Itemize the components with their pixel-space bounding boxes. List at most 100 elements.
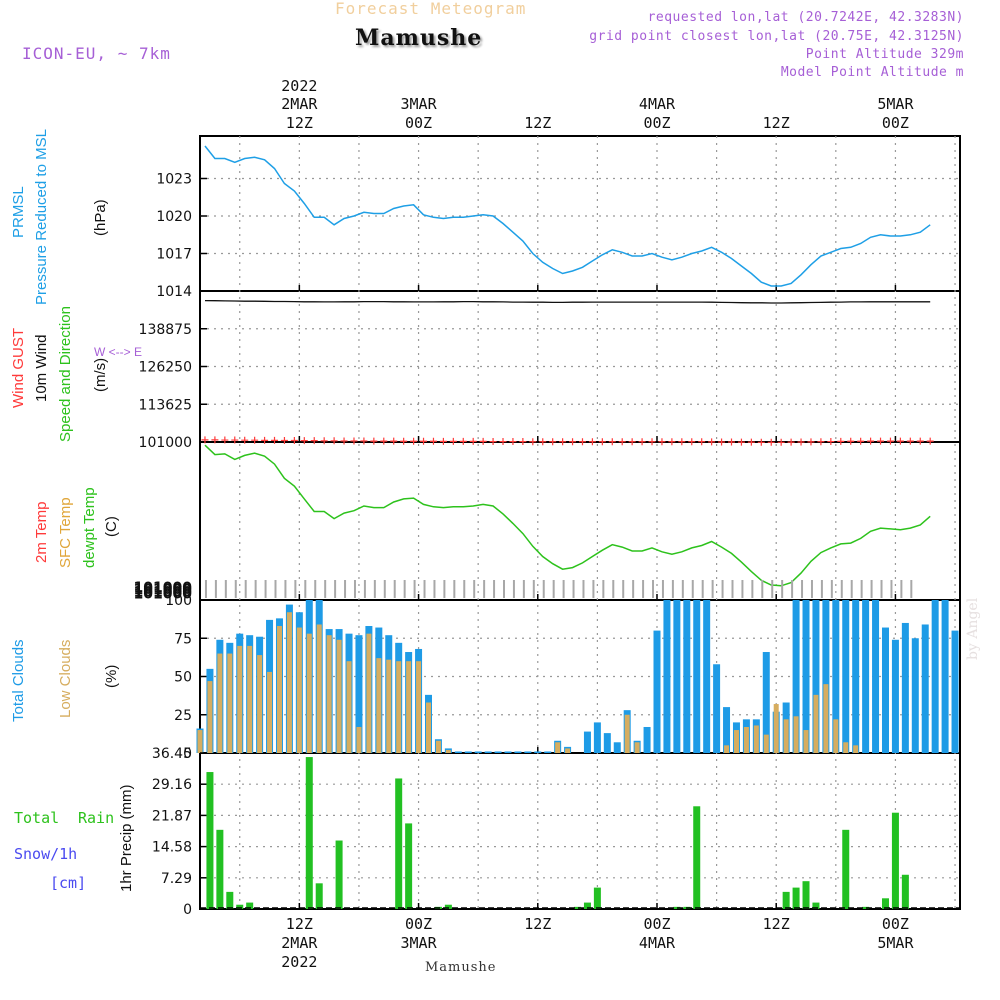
low-cloud-bar: [267, 671, 273, 753]
wind-gust-marker: [410, 437, 418, 445]
rain-bar: [246, 902, 254, 909]
wind-gust-marker: [519, 438, 527, 446]
wind-gust-marker: [608, 438, 616, 446]
wind-gust-marker: [678, 438, 686, 446]
total-cloud-bar: [881, 627, 889, 753]
low-cloud-bar: [336, 639, 342, 753]
wind-gust-marker: [350, 437, 358, 445]
wind-gust-marker: [877, 437, 885, 445]
bottom-date-label: 2MAR: [281, 934, 318, 952]
wind-label-10m: 10m Wind: [33, 334, 50, 402]
wind-gust-marker: [300, 437, 308, 445]
wind-gust-marker: [906, 437, 914, 445]
low-cloud-bar: [793, 716, 799, 753]
total-cloud-bar: [494, 751, 502, 753]
wind-gust-marker: [926, 437, 934, 445]
low-cloud-bar: [803, 730, 809, 753]
low-cloud-bar: [853, 745, 859, 753]
total-cloud-bar: [921, 624, 929, 753]
wind-label-unit: (m/s): [92, 357, 109, 392]
low-cloud-bar: [346, 661, 352, 753]
wind-gust-marker: [827, 438, 835, 446]
low-cloud-bar: [624, 714, 630, 753]
compass-indicator: W <--> E: [94, 345, 143, 359]
total-cloud-bar: [663, 600, 671, 753]
total-cloud-bar: [613, 742, 621, 753]
temp-label-sfc: SFC Temp: [57, 497, 74, 568]
bottom-time-label: 12Z: [524, 915, 551, 933]
wind-gust-marker: [251, 436, 259, 444]
precip-ytick-label: 36.45: [152, 746, 192, 762]
pressure-ytick-label: 1023: [156, 172, 192, 188]
rain-bar: [901, 874, 909, 909]
wind-gust-marker: [241, 436, 249, 444]
low-cloud-bar: [743, 726, 749, 753]
rain-bar: [693, 806, 701, 909]
total-cloud-bar: [842, 600, 850, 753]
low-cloud-bar: [733, 730, 739, 753]
footer-location: Mamushe: [425, 960, 497, 975]
wind-gust-marker: [469, 437, 477, 445]
bottom-time-label: 00Z: [405, 915, 432, 933]
total-cloud-bar: [524, 751, 532, 753]
total-cloud-bar: [673, 600, 681, 753]
low-cloud-bar: [217, 653, 223, 753]
wind-gust-marker: [777, 438, 785, 446]
total-cloud-bar: [901, 622, 909, 753]
precip-label-snow: Snow/1h: [14, 845, 78, 863]
wind-gust-marker: [718, 438, 726, 446]
point-altitude: Point Altitude 329m: [805, 47, 964, 62]
pressure-label-unit: (hPa): [92, 199, 109, 236]
wind-gust-marker: [310, 437, 318, 445]
top-time-label: 12Z: [763, 114, 790, 132]
wind-gust-marker: [757, 438, 765, 446]
total-cloud-bar: [723, 707, 731, 753]
rain-bar: [395, 778, 403, 909]
wind-label-speed-direction: Speed and Direction: [57, 306, 74, 442]
wind-gust-marker: [728, 438, 736, 446]
total-cloud-bar: [832, 600, 840, 753]
wind-gust-marker: [767, 438, 775, 446]
rain-bar: [236, 904, 244, 909]
low-cloud-bar: [724, 745, 730, 753]
rain-bar: [315, 883, 323, 909]
wind-ytick-label: 138875: [139, 322, 192, 338]
total-cloud-bar: [683, 600, 691, 753]
wind-gust-marker: [867, 437, 875, 445]
top-time-label: 00Z: [405, 114, 432, 132]
low-cloud-bar: [326, 635, 332, 753]
low-cloud-bar: [773, 704, 779, 753]
wind-gust-marker: [390, 437, 398, 445]
wind-gust-marker: [737, 438, 745, 446]
top-year-label: 2022: [281, 77, 317, 95]
wind-ytick-label: 113625: [139, 397, 192, 413]
low-cloud-bar: [634, 742, 640, 753]
wind-gust-marker: [896, 437, 904, 445]
clouds-ytick-label: 25: [174, 708, 192, 724]
wind-gust-marker: [708, 438, 716, 446]
rain-bar: [444, 904, 452, 909]
top-time-label: 00Z: [643, 114, 670, 132]
precip-ytick-label: 29.16: [152, 777, 192, 793]
low-cloud-bar: [237, 645, 243, 753]
wind-gust-marker: [817, 438, 825, 446]
panel-frame-temperature: [199, 441, 961, 601]
total-cloud-bar: [583, 731, 591, 753]
pressure-ytick-label: 1020: [156, 209, 192, 225]
total-cloud-bar: [514, 751, 522, 753]
rain-bar: [881, 898, 889, 909]
clouds-ytick-label: 0: [183, 746, 192, 762]
wind-gust-marker: [370, 437, 378, 445]
temp-label-2m: 2m Temp: [33, 501, 50, 563]
low-cloud-bar: [316, 624, 322, 753]
rain-bar: [862, 906, 870, 909]
total-cloud-bar: [931, 600, 939, 753]
wind-gust-marker: [578, 438, 586, 446]
pressure-ytick-label: 1017: [156, 247, 192, 263]
wind-gust-marker: [459, 437, 467, 445]
low-cloud-bar: [207, 681, 213, 753]
total-cloud-bar: [355, 635, 363, 753]
wind-gust-marker: [529, 438, 537, 446]
wind-gust-marker: [420, 437, 428, 445]
low-cloud-bar: [416, 661, 422, 753]
